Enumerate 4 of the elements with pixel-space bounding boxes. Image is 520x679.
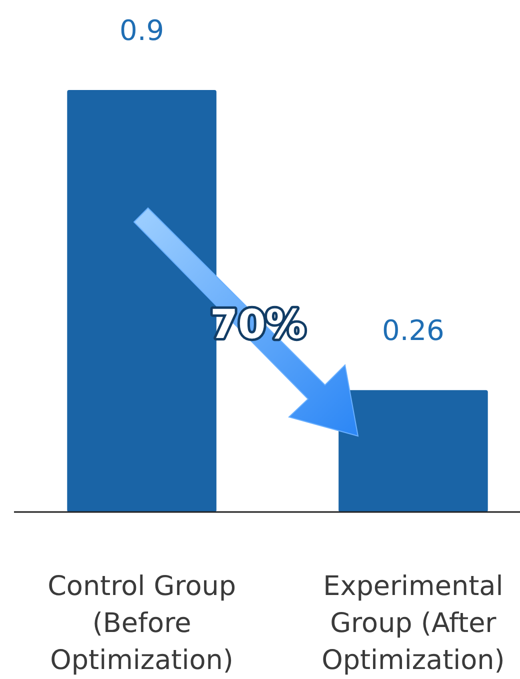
data-label: 0.9	[120, 14, 164, 47]
x-tick-label: Experimental Group (After Optimization)	[322, 571, 505, 676]
data-label: 0.26	[382, 314, 444, 348]
x-tick-label: Control Group (Before Optimization)	[48, 571, 236, 676]
